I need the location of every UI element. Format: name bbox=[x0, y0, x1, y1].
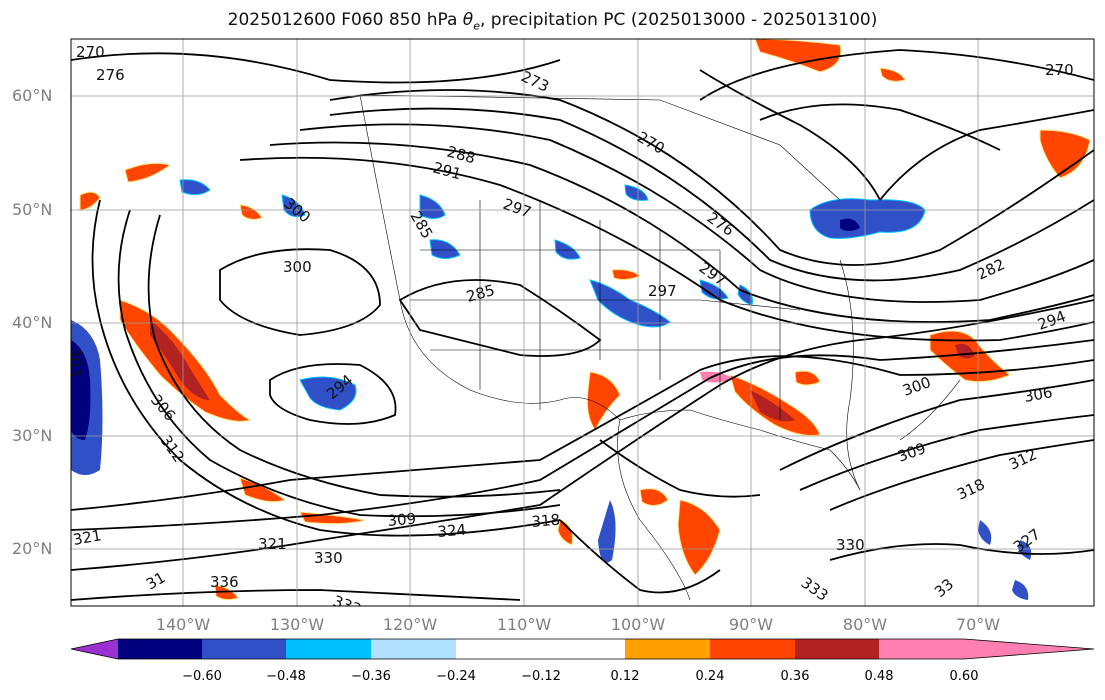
colorbar-extend-low bbox=[71, 639, 118, 659]
colorbar-tick-label: −0.60 bbox=[182, 669, 222, 684]
contour-label: 336 bbox=[210, 573, 239, 591]
contour-label: 270 bbox=[76, 43, 105, 61]
lat-label: 30°N bbox=[12, 426, 52, 445]
contour-label: 276 bbox=[96, 66, 125, 84]
colorbar-segment bbox=[879, 639, 964, 659]
colorbar-segment bbox=[371, 639, 456, 659]
contour-label: 297 bbox=[648, 282, 677, 300]
colorbar: −0.60 −0.48 −0.36 −0.24 −0.12 0.12 0.24 … bbox=[70, 638, 1095, 684]
colorbar-segment bbox=[118, 639, 202, 659]
contour-label: 303 bbox=[66, 348, 84, 377]
colorbar-segment bbox=[456, 639, 541, 659]
graticule bbox=[71, 39, 1094, 606]
contour-label: 324 bbox=[437, 521, 467, 541]
lat-label: 20°N bbox=[12, 539, 52, 558]
colorbar-segment bbox=[625, 639, 710, 659]
contour-label: 300 bbox=[283, 258, 312, 276]
latitude-labels: 60°N 50°N 40°N 30°N 20°N bbox=[12, 86, 52, 558]
contour-label: 321 bbox=[258, 535, 287, 553]
longitude-labels: 140°W 130°W 120°W 110°W 100°W 90°W 80°W … bbox=[156, 615, 1000, 634]
contour-label: 321 bbox=[72, 526, 103, 549]
colorbar-tick-label: 0.12 bbox=[611, 669, 640, 684]
lat-label: 40°N bbox=[12, 313, 52, 332]
colorbar-segment bbox=[795, 639, 879, 659]
colorbar-tick-label: −0.12 bbox=[521, 669, 561, 684]
colorbar-extend-high bbox=[964, 639, 1094, 659]
colorbar-tick-label: −0.24 bbox=[436, 669, 476, 684]
lat-label: 50°N bbox=[12, 200, 52, 219]
lon-label: 100°W bbox=[611, 615, 666, 634]
lon-label: 130°W bbox=[270, 615, 325, 634]
colorbar-ticks: −0.60 −0.48 −0.36 −0.24 −0.12 0.12 0.24 … bbox=[182, 669, 978, 684]
colorbar-tick-label: −0.48 bbox=[266, 669, 306, 684]
colorbar-segment bbox=[286, 639, 371, 659]
contour-label: 270 bbox=[1045, 61, 1074, 79]
map-frame bbox=[70, 38, 1095, 607]
lon-label: 70°W bbox=[956, 615, 1000, 634]
contour-label: 309 bbox=[387, 510, 417, 530]
colorbar-tick-label: 0.48 bbox=[865, 669, 894, 684]
precipitation-shading bbox=[71, 39, 1091, 601]
contour-label: 306 bbox=[1023, 383, 1054, 406]
colorbar-tick-label: −0.36 bbox=[351, 669, 391, 684]
lon-label: 120°W bbox=[383, 615, 438, 634]
colorbar-tick-label: 0.36 bbox=[781, 669, 810, 684]
lon-label: 80°W bbox=[843, 615, 887, 634]
colorbar-tick-label: 0.60 bbox=[950, 669, 979, 684]
colorbar-segment bbox=[541, 639, 625, 659]
lon-label: 90°W bbox=[729, 615, 773, 634]
contour-label: 330 bbox=[836, 536, 865, 554]
lon-label: 140°W bbox=[156, 615, 211, 634]
lon-label: 110°W bbox=[497, 615, 552, 634]
colorbar-tick-label: 0.24 bbox=[696, 669, 725, 684]
colorbar-segment bbox=[710, 639, 795, 659]
contour-label: 318 bbox=[531, 511, 561, 531]
lat-label: 60°N bbox=[12, 86, 52, 105]
contour-label: 330 bbox=[314, 549, 343, 567]
map-title: 2025012600 F060 850 hPa θe, precipitatio… bbox=[227, 10, 878, 33]
colorbar-segment bbox=[202, 639, 286, 659]
political-borders bbox=[359, 94, 961, 601]
theta-e-contours bbox=[71, 49, 1094, 601]
